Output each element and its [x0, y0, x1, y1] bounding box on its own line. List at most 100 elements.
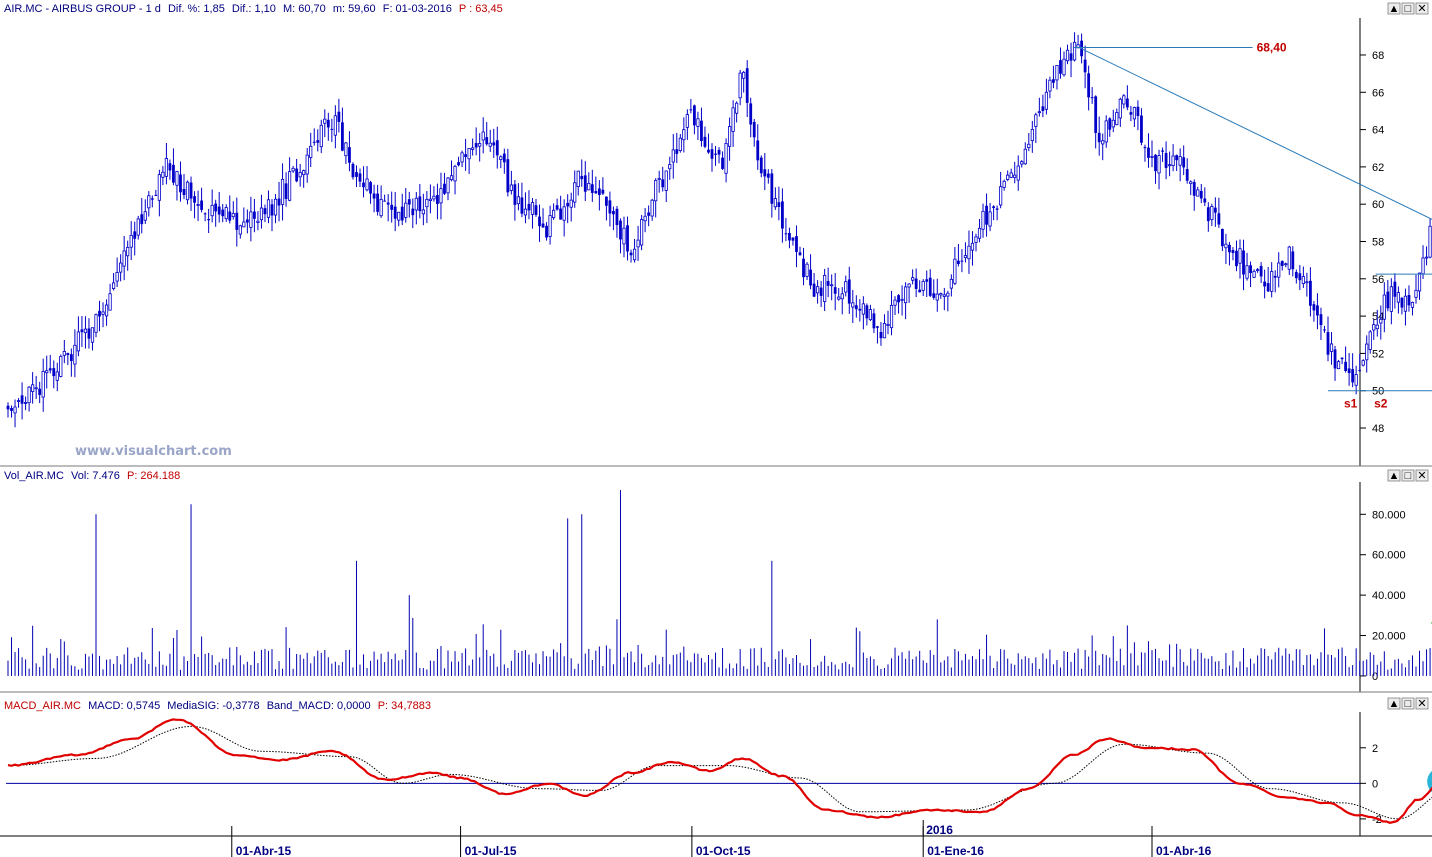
candle [351, 162, 355, 180]
candle-body-down [207, 218, 211, 221]
candle [897, 294, 900, 314]
candle-body-down [1217, 213, 1221, 225]
panel-button[interactable]: ✕ [1415, 469, 1429, 482]
candle [1428, 218, 1432, 259]
candle-body-up [823, 275, 827, 302]
candle-body-down [608, 200, 612, 214]
candle-body-up [83, 328, 88, 334]
candle-body-up [1410, 302, 1415, 308]
candle [449, 160, 454, 182]
panel-button[interactable]: □ [1401, 2, 1415, 15]
candle-body-down [407, 199, 411, 205]
candle [1287, 245, 1291, 275]
panel-button[interactable]: ▲ [1387, 697, 1401, 710]
candle-body-down [766, 173, 770, 178]
candle [337, 98, 341, 133]
candle-body-up [1365, 343, 1369, 361]
panel-button-glyph: □ [1405, 698, 1412, 710]
candle-body-down [1266, 283, 1270, 292]
candle-body-down [759, 157, 763, 174]
candle [1375, 309, 1379, 337]
candle [1221, 228, 1224, 251]
candle [242, 207, 246, 228]
candle-body-up [259, 207, 264, 221]
candle [882, 314, 887, 339]
candle-body-up [302, 170, 306, 176]
candle [538, 204, 541, 242]
candle [421, 193, 425, 226]
candle [1016, 155, 1020, 191]
candle-body-up [90, 327, 95, 343]
candle [443, 172, 446, 196]
candle-body-up [1101, 140, 1105, 145]
candle-body-down [629, 252, 633, 256]
candle [83, 316, 88, 349]
candle-body-down [1199, 190, 1203, 199]
candle [889, 290, 894, 336]
panel-button[interactable]: ▲ [1387, 469, 1401, 482]
candle [837, 287, 841, 301]
candle-body-down [527, 203, 531, 211]
candle [1294, 269, 1298, 284]
candle [1196, 186, 1200, 197]
candle [1344, 346, 1347, 373]
candle [1136, 100, 1140, 131]
candle-body-up [344, 142, 348, 157]
candle-body-down [710, 149, 714, 159]
panel-button-glyph: □ [1405, 3, 1412, 15]
panel-button[interactable]: ✕ [1415, 2, 1429, 15]
panel-button[interactable]: □ [1401, 469, 1415, 482]
candle [675, 132, 679, 164]
candle [323, 109, 327, 138]
candle [861, 296, 865, 330]
macd-y-tick-label: 2 [1372, 743, 1378, 755]
panel-button[interactable]: □ [1401, 697, 1415, 710]
candle-body-down [879, 331, 883, 339]
candle-body-down [661, 179, 665, 188]
panel-button[interactable]: ▲ [1387, 2, 1401, 15]
candle-body-down [590, 184, 594, 193]
candle-body-up [816, 286, 820, 294]
candle-body-down [545, 225, 548, 238]
candle-body-up [291, 167, 295, 172]
candle-body-down [80, 329, 84, 333]
candle-body-down [326, 119, 330, 128]
candle [1161, 147, 1164, 162]
candle [154, 189, 158, 196]
candle-body-down [221, 209, 225, 217]
candle [805, 262, 809, 280]
candle [150, 195, 154, 208]
candle [1020, 160, 1024, 168]
candle-body-down [1386, 291, 1390, 309]
candle [594, 176, 598, 194]
candle [256, 211, 260, 231]
macd-header: MACD_AIR.MC MACD: 0,5745 MediaSIG: -0,37… [4, 700, 431, 712]
x-tick-label: 01-Ene-16 [927, 844, 984, 857]
candle [98, 300, 101, 332]
candle [657, 170, 661, 193]
candle [161, 166, 165, 186]
candle [129, 221, 133, 261]
candle-body-down [277, 198, 281, 206]
candle [643, 208, 647, 233]
candle [38, 381, 42, 404]
candle-body-up [1396, 292, 1400, 303]
candle-body-up [1013, 174, 1017, 178]
candle-body-up [471, 147, 475, 150]
candle-body-up [830, 284, 834, 287]
candle-body-down [1094, 96, 1098, 133]
candle [460, 150, 464, 168]
candle-body-up [974, 236, 978, 243]
candle [721, 151, 724, 170]
candle [94, 313, 98, 338]
candle [1333, 345, 1337, 381]
candle-body-up [242, 221, 246, 228]
candle [664, 170, 668, 202]
candle-body-down [492, 142, 496, 146]
candle-body-down [795, 236, 798, 252]
candle-body-down [386, 202, 390, 205]
candle-body-up [1361, 360, 1365, 366]
panel-button[interactable]: ✕ [1415, 697, 1429, 710]
candle [362, 166, 365, 198]
candle-body-up [1270, 271, 1274, 292]
